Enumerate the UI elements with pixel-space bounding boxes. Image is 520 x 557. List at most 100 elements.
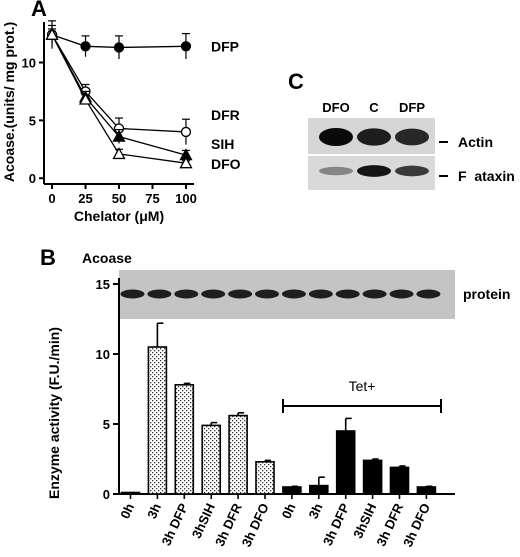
panel-a-series-labels: DFP DFR SIH DFO (211, 38, 241, 172)
panel-b: B Acoase protein Enzyme activity (F.U./m… (40, 245, 510, 549)
panel-a-y-tick-label: 10 (22, 56, 36, 71)
protein-band (335, 289, 360, 299)
protein-blot-bands (120, 289, 441, 299)
band-actin-c (357, 128, 391, 146)
panel-c: C DFO C DFP Actin F ataxin (288, 69, 515, 190)
bar (308, 484, 329, 495)
panel-a-x-tick-label: 25 (78, 191, 92, 206)
panel-a-x-tick-label: 75 (145, 191, 159, 206)
band-frataxin-dfp (395, 165, 429, 177)
band-actin-dfp (395, 128, 429, 146)
bar-group (147, 322, 168, 495)
protein-band (255, 289, 279, 299)
panel-b-y-tick-label: 15 (96, 277, 110, 292)
series-dfr-point (180, 126, 192, 138)
panel-a-y-tick-label: 0 (29, 171, 36, 186)
band-frataxin-dfo (319, 166, 353, 176)
bar-group (416, 485, 437, 495)
bar (335, 430, 356, 495)
bar-group (308, 476, 329, 495)
panel-a-label: A (31, 0, 47, 21)
bar (416, 486, 437, 495)
bar-group (201, 421, 221, 495)
lane-label-dfp: DFP (399, 100, 425, 115)
series-dfp-line (51, 34, 186, 49)
panel-a-xlabel: Chelator (μM) (74, 208, 164, 224)
series-label-sih: SIH (211, 136, 234, 152)
bar (120, 491, 141, 495)
bar-group (120, 491, 141, 495)
protein-band (201, 289, 226, 299)
series-sih-point (112, 129, 126, 142)
protein-band (416, 289, 441, 299)
bar (389, 466, 410, 495)
bar (255, 460, 275, 495)
bar (362, 459, 383, 495)
series-label-dfr: DFR (211, 107, 240, 123)
bar (201, 424, 221, 495)
blot-title: Acoase (82, 250, 132, 266)
series-label-dfo: DFO (211, 156, 241, 172)
tet-plus-bracket: Tet+ (282, 378, 442, 413)
band-actin-dfo (319, 128, 353, 146)
bar-group (282, 485, 302, 495)
series-label-dfp: DFP (211, 38, 239, 54)
panel-a-ylabel: Acoase.(units/ mg prot.) (1, 22, 17, 182)
bar-group (335, 417, 356, 495)
protein-band (228, 289, 253, 299)
bar-group (174, 382, 195, 495)
panel-a-x-tick-label: 0 (48, 191, 55, 206)
bar-group (255, 459, 275, 495)
panel-a-series (45, 20, 193, 169)
protein-band (389, 289, 414, 299)
band-frataxin-c (357, 165, 391, 177)
bar (282, 486, 302, 495)
series-dfo (45, 27, 193, 169)
protein-band (147, 289, 172, 299)
panel-b-y-tick-label: 5 (103, 417, 110, 432)
series-dfo-point (78, 92, 93, 105)
series-dfr-line (51, 34, 186, 133)
panel-b-ylabel: Enzyme activity (F.U./min) (46, 327, 62, 499)
protein-band (120, 289, 145, 299)
panel-a-y-tick-label: 5 (29, 113, 36, 128)
protein-band (362, 289, 387, 299)
lane-label-dfo: DFO (322, 100, 349, 115)
blot-label: protein (463, 286, 510, 302)
category-label: 0h (117, 501, 137, 521)
row-label-frataxin: F ataxin (458, 168, 515, 184)
panel-b-bars (120, 322, 437, 495)
panel-a-x-tick-label: 100 (175, 191, 197, 206)
bar-group (228, 411, 248, 495)
protein-band (174, 289, 199, 299)
category-label: 3h (144, 501, 164, 521)
series-dfo-point (179, 156, 193, 169)
protein-band (281, 289, 306, 299)
category-label: 0h (279, 501, 299, 521)
bar (228, 414, 248, 495)
panel-a-xlabel-text: Chelator (μM) (74, 208, 164, 224)
panel-b-y-tick-label: 10 (96, 347, 110, 362)
series-dfp-point (113, 42, 125, 53)
category-label: 3hSIH (189, 501, 218, 541)
panel-a: A Acoase.(units/ mg prot.) Chelator (μM)… (1, 0, 241, 224)
bar (147, 346, 168, 495)
bracket-label: Tet+ (349, 378, 376, 394)
lane-label-c: C (369, 100, 379, 115)
bar (174, 383, 195, 495)
panel-c-label: C (288, 69, 304, 94)
panel-c-bands (319, 128, 429, 177)
series-dfo-point (112, 147, 126, 160)
series-dfp-point (180, 41, 192, 52)
series-dfp (46, 20, 192, 60)
category-label: 3hSIH (350, 501, 379, 541)
protein-band (308, 289, 333, 299)
panel-b-y-tick-label: 0 (103, 487, 110, 502)
panel-a-x-tick-label: 50 (112, 191, 126, 206)
series-dfo-point (45, 27, 59, 40)
series-dfo-line (51, 34, 187, 164)
series-dfp-point (80, 41, 91, 52)
